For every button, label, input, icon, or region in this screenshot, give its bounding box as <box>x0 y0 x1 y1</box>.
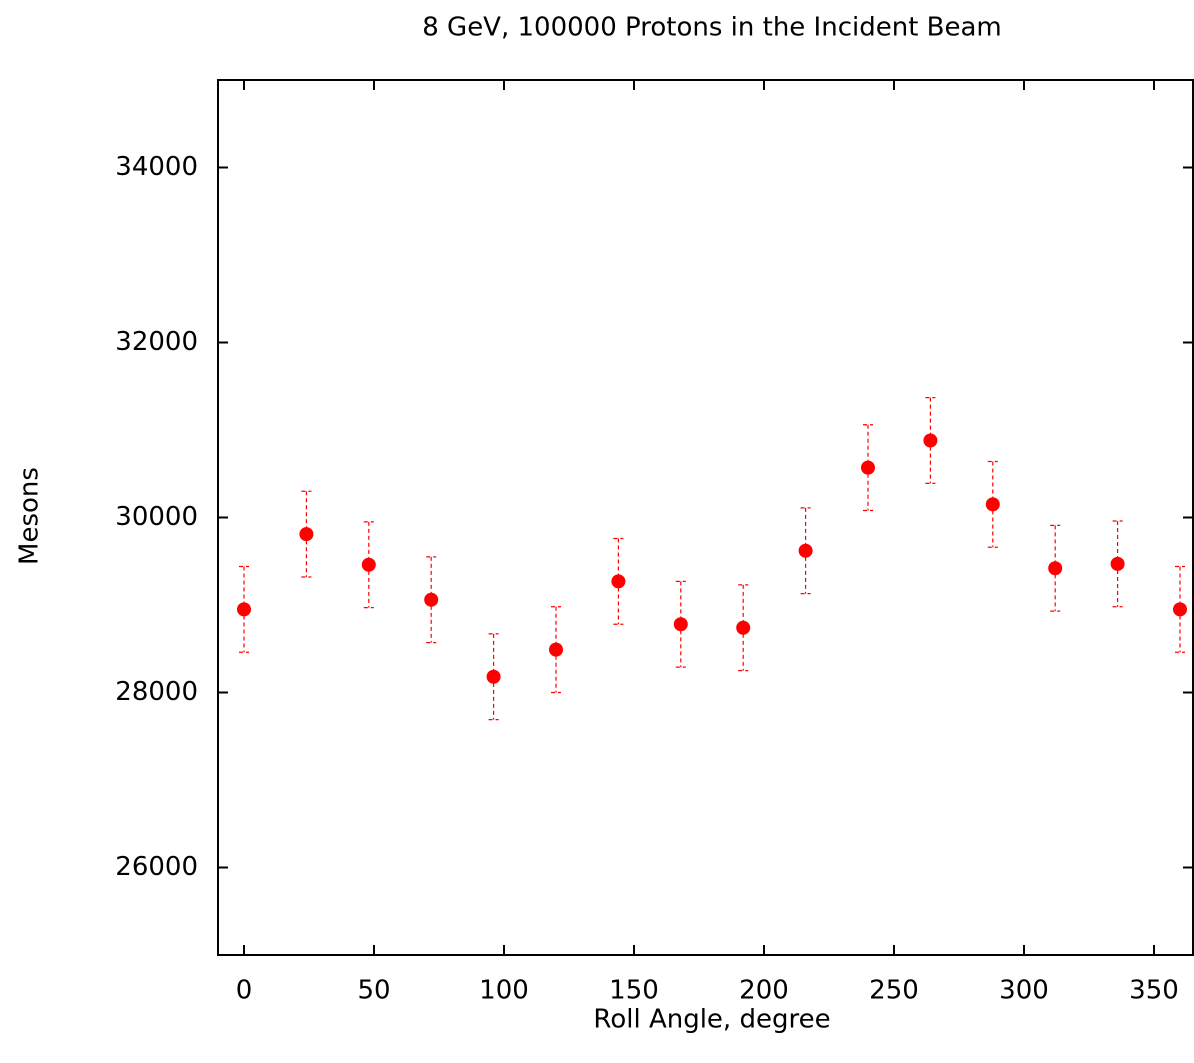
x-tick-label: 200 <box>739 976 789 1006</box>
data-point <box>1048 561 1063 576</box>
x-tick-label: 100 <box>479 976 529 1006</box>
chart-title: 8 GeV, 100000 Protons in the Incident Be… <box>422 13 1002 43</box>
data-point <box>361 557 376 572</box>
y-tick-label: 26000 <box>115 852 198 882</box>
y-tick-label: 32000 <box>115 327 198 357</box>
data-point <box>798 543 813 558</box>
x-tick-label: 300 <box>999 976 1049 1006</box>
data-point <box>611 574 626 589</box>
y-axis-label: Mesons <box>15 467 45 565</box>
x-tick-label: 250 <box>869 976 919 1006</box>
data-point <box>1173 602 1187 617</box>
data-point <box>1110 556 1125 571</box>
data-point <box>486 669 501 684</box>
x-axis-label: Roll Angle, degree <box>593 1005 830 1035</box>
y-tick-label: 28000 <box>115 677 198 707</box>
data-point <box>923 433 938 448</box>
x-tick-label: 150 <box>609 976 659 1006</box>
data-point <box>424 592 439 607</box>
data-point <box>549 642 563 657</box>
data-point <box>299 527 314 542</box>
data-point <box>985 497 1000 512</box>
data-point <box>736 620 751 635</box>
y-tick-label: 34000 <box>115 152 198 182</box>
data-point <box>673 617 688 632</box>
x-tick-label: 50 <box>357 976 390 1006</box>
y-tick-label: 30000 <box>115 502 198 532</box>
x-tick-label: 0 <box>236 976 253 1006</box>
x-tick-label: 350 <box>1129 976 1179 1006</box>
plot-frame <box>217 79 1194 956</box>
data-point <box>861 460 875 475</box>
data-point <box>237 602 251 617</box>
